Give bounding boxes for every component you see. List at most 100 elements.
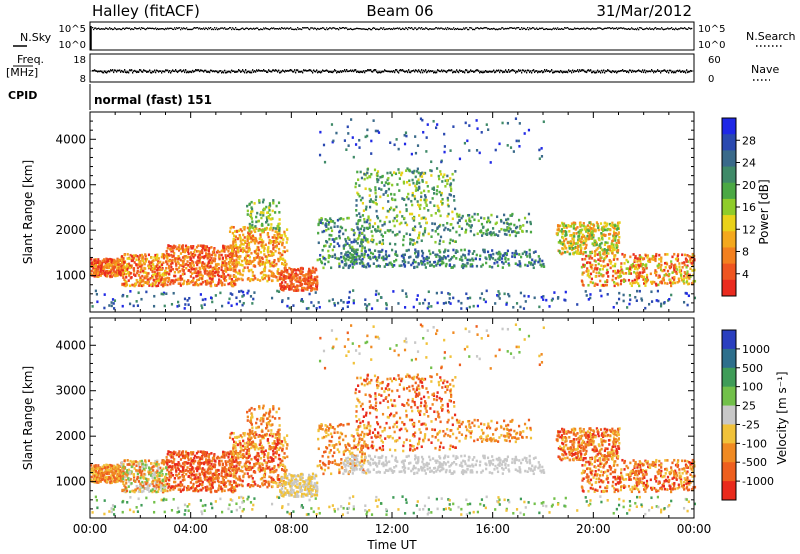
power-cell [178, 256, 181, 260]
power-cell [605, 271, 609, 275]
power-cell [680, 276, 683, 280]
power-cell [630, 284, 633, 288]
freq-point [473, 71, 475, 73]
power-cell [213, 259, 216, 263]
power-cell [268, 213, 272, 217]
power-cell [438, 263, 442, 267]
nsky-point [217, 28, 219, 31]
power-cell [521, 252, 524, 256]
power-cell [436, 262, 439, 266]
power-cell [246, 291, 249, 295]
power-cell [604, 241, 607, 244]
freq-point [135, 70, 137, 73]
freq-point [400, 69, 402, 71]
power-cell [582, 263, 585, 267]
freq-point [672, 70, 674, 73]
nsky-point [442, 28, 444, 30]
power-cell [279, 277, 282, 280]
power-cell [378, 265, 382, 268]
power-cell [640, 299, 644, 302]
power-cell [337, 257, 340, 260]
power-cell [128, 274, 131, 277]
freq-point [119, 69, 121, 72]
power-cell [272, 246, 275, 250]
freq-point [598, 71, 600, 73]
power-cell [599, 279, 602, 283]
nsky-point [288, 28, 290, 30]
nsky-point [103, 28, 105, 30]
power-cell [302, 279, 305, 283]
power-cell [476, 304, 479, 308]
power-cell [414, 184, 417, 188]
power-cell [272, 199, 275, 202]
nsky-point [310, 27, 312, 29]
power-cell [594, 260, 597, 263]
freq-point [415, 69, 417, 71]
freq-point [315, 70, 317, 73]
power-cell [174, 245, 177, 248]
power-cell [195, 275, 198, 278]
power-cell [252, 278, 255, 281]
power-cell [578, 223, 582, 226]
power-cell [268, 208, 271, 212]
power-cell [675, 270, 678, 274]
freq-point [371, 70, 373, 73]
freq-point [150, 71, 152, 74]
freq-point [498, 69, 500, 72]
power-cell [376, 174, 379, 178]
power-cell [447, 249, 450, 253]
power-cell [317, 231, 320, 235]
freq-point [491, 71, 493, 73]
power-cell [642, 275, 645, 279]
power-cell [339, 225, 342, 229]
power-cell [402, 198, 406, 201]
power-cell [224, 261, 227, 265]
nsky-point [383, 27, 385, 29]
power-cell [367, 254, 370, 258]
nsky-point [126, 27, 128, 29]
power-cell [158, 275, 161, 278]
power-cell [366, 171, 369, 175]
freq-point [527, 69, 529, 72]
freq-point [669, 69, 671, 72]
power-cell [637, 282, 640, 285]
power-cell [416, 240, 419, 244]
power-cell [243, 239, 247, 243]
power-cell [377, 264, 380, 268]
power-cell [141, 274, 144, 278]
power-cell [682, 278, 686, 281]
power-cell [611, 252, 614, 255]
freq-point [357, 70, 359, 73]
power-cell [431, 187, 434, 190]
power-cell [177, 270, 180, 274]
freq-point [453, 71, 455, 73]
power-cell [295, 277, 299, 280]
power-cell [585, 294, 588, 297]
freq-point [456, 69, 458, 71]
power-cell [483, 248, 486, 252]
power-cell [576, 241, 580, 244]
power-cell [386, 194, 390, 197]
nsky-point [192, 28, 194, 30]
power-cell [486, 250, 490, 254]
nsky-point [562, 28, 564, 30]
power-cell [379, 250, 382, 253]
power-cell [368, 248, 371, 252]
nsky-point [194, 27, 196, 29]
power-cell [615, 245, 618, 249]
nsky-point [253, 27, 255, 29]
power-cell [361, 196, 364, 200]
power-cell [217, 282, 220, 286]
power-cell [421, 171, 424, 175]
power-cell [593, 267, 596, 271]
power-cell [261, 200, 265, 204]
power-cell [316, 258, 319, 262]
nsky-point [286, 27, 288, 29]
power-cell [436, 204, 439, 208]
power-cell [579, 240, 583, 243]
freq-point [102, 71, 104, 74]
freq-point [688, 70, 690, 73]
nsky-point [624, 28, 626, 30]
nsky-point [587, 27, 589, 29]
